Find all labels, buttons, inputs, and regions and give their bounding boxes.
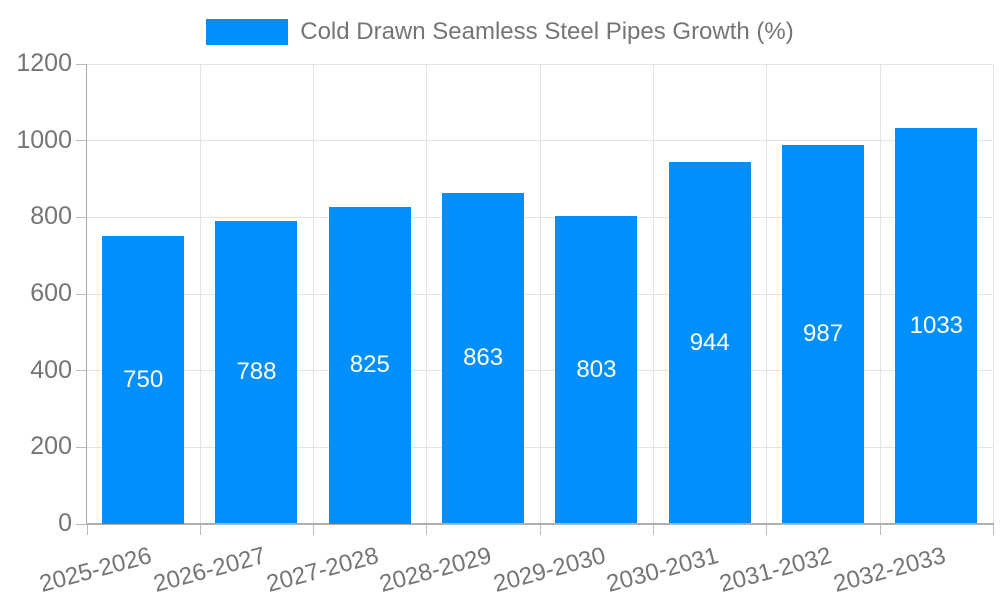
legend-item[interactable]: Cold Drawn Seamless Steel Pipes Growth (… [0,18,1000,46]
v-gridline [766,63,768,524]
y-tick-label: 1200 [16,49,72,77]
y-axis-line [85,63,87,524]
v-gridline [539,63,541,524]
bar[interactable] [895,127,978,524]
grid-layer [86,63,994,524]
bar[interactable] [555,215,638,524]
y-tick-label: 0 [58,509,72,537]
x-category-label: 2032-2033 [830,541,949,598]
y-tick [76,216,86,218]
bar[interactable] [782,145,865,524]
y-tick [76,140,86,142]
x-category-label: 2027-2028 [263,541,382,598]
y-tick [76,293,86,295]
bar[interactable] [442,192,525,524]
bar[interactable] [215,221,298,524]
y-tick-label: 200 [30,432,72,461]
x-tick [539,524,541,535]
x-category-label: 2025-2026 [37,541,155,598]
x-tick [86,524,88,535]
x-category-label: 2030-2031 [603,541,722,598]
y-tick-label: 600 [30,279,72,307]
y-tick [76,63,86,65]
v-gridline [199,63,201,524]
bar[interactable] [668,161,751,524]
x-tick [766,524,768,535]
x-tick [879,524,881,535]
y-tick [76,446,86,448]
legend-label: Cold Drawn Seamless Steel Pipes Growth (… [300,18,794,45]
bars-layer: 750 788 825 863 803 944 987 1033 [87,64,994,524]
x-tick [426,524,428,535]
plot-area: 750 788 825 863 803 944 987 1033 [85,63,994,525]
x-tick [199,524,201,535]
y-tick [76,523,86,525]
v-gridline [993,63,994,524]
y-tick-label: 800 [30,202,72,231]
x-tick [993,524,994,535]
x-category-label: 2031-2032 [716,541,835,598]
y-tick-label: 400 [30,355,72,384]
x-category-label: 2026-2027 [150,541,269,598]
bar[interactable] [102,236,185,524]
v-gridline [653,63,655,524]
x-axis-line [85,522,994,525]
x-category-label: 2028-2029 [376,541,495,598]
y-tick [76,370,86,372]
x-tick [653,524,655,535]
x-tick [313,524,315,535]
y-tick-label: 1000 [16,125,72,154]
x-category-label: 2029-2030 [490,541,609,598]
v-gridline [879,63,881,524]
legend-swatch [206,19,289,45]
v-gridline [313,63,315,524]
v-gridline [426,63,428,524]
bar[interactable] [328,207,411,524]
